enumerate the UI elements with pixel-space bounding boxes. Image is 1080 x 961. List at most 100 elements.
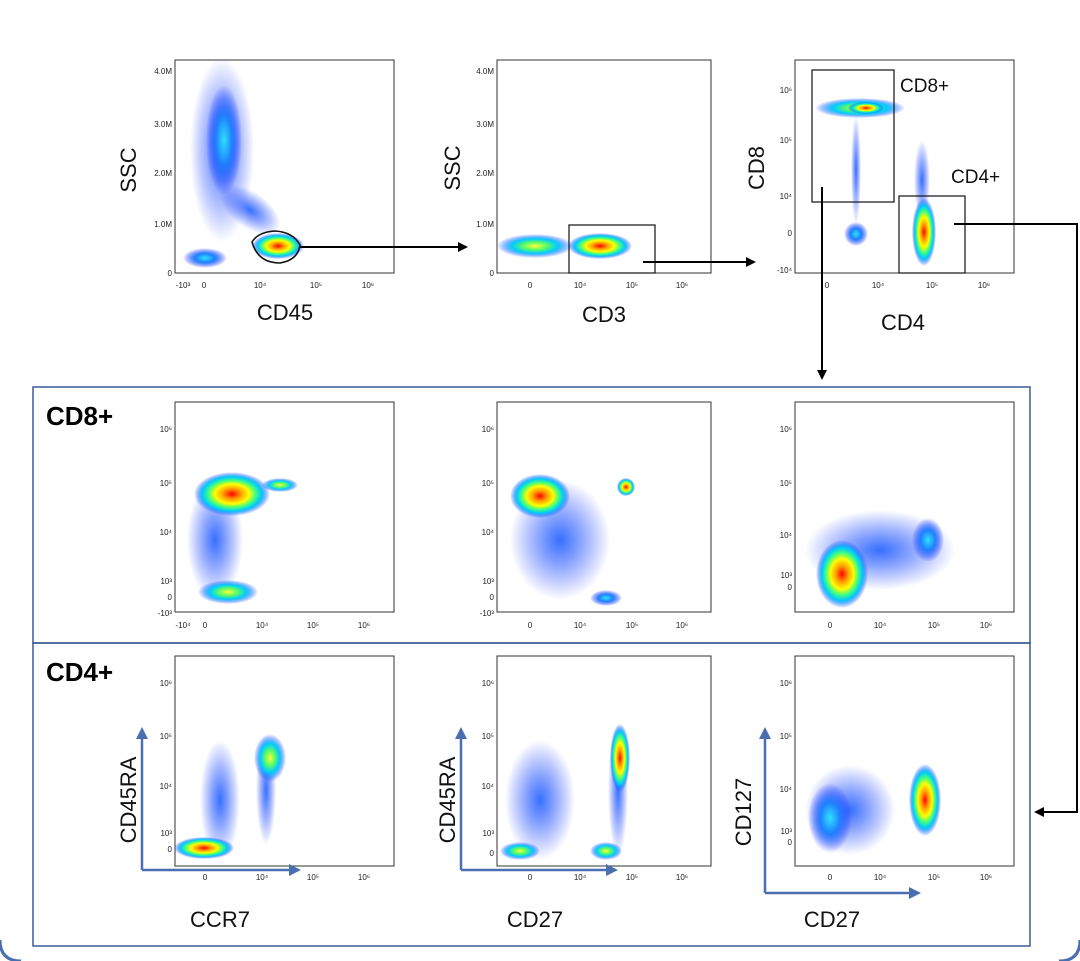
x-tick: 10⁶	[978, 281, 990, 290]
density-blob	[198, 580, 258, 604]
x-tick: 10⁴	[256, 873, 269, 882]
x-tick: 10⁵	[626, 621, 638, 630]
y-tick: 0	[168, 269, 173, 278]
x-axis-label: CD27	[804, 907, 860, 932]
x-tick: 10⁴	[874, 621, 887, 630]
panel-cd45-ssc: 4.0M 3.0M 2.0M 1.0M 0 -10³ 0 10⁴ 10⁵ 10⁶…	[116, 58, 395, 325]
y-tick: 10⁶	[780, 425, 792, 434]
x-tick: -10³	[176, 281, 191, 290]
frame-corner-right	[1058, 939, 1080, 961]
x-tick: 0	[528, 873, 533, 882]
density-blob	[500, 842, 540, 860]
x-tick: 10⁵	[926, 281, 938, 290]
x-tick: 0	[825, 281, 830, 290]
x-tick: 10⁴	[574, 873, 587, 882]
y-tick: 4.0M	[476, 67, 494, 76]
panel-cd8-cd27-cd127: 10⁶ 10⁵ 10⁴ 10³ 0 0 10⁴ 10⁵ 10⁶	[780, 401, 1015, 630]
x-axis-label: CD45	[257, 300, 313, 325]
y-tick: 10³	[780, 827, 792, 836]
y-tick: 10³	[780, 571, 792, 580]
density-blob	[174, 837, 234, 859]
x-tick: 0	[528, 621, 533, 630]
density-blob	[590, 842, 622, 860]
y-tick: 3.0M	[476, 120, 494, 129]
x-tick: 10⁵	[928, 621, 940, 630]
cd4-gate	[898, 195, 966, 274]
density-blob	[510, 474, 570, 518]
cd4-section-title: CD4+	[46, 657, 113, 687]
density-cloud	[183, 58, 304, 268]
y-tick: 10⁶	[160, 679, 172, 688]
y-tick: 10³	[160, 577, 172, 586]
y-tick: 0	[788, 838, 793, 847]
y-tick: 3.0M	[154, 120, 172, 129]
density-cloud	[497, 233, 632, 259]
x-tick: 10⁴	[574, 281, 587, 290]
y-axis-label: CD45RA	[435, 756, 460, 843]
x-tick: 10⁶	[676, 281, 688, 290]
y-tick: 10⁵	[780, 136, 792, 145]
y-axis-label: CD127	[731, 778, 756, 846]
cd4-gate-label: CD4+	[951, 167, 1000, 188]
x-axis-label: CD27	[507, 907, 563, 932]
density-blob	[617, 478, 635, 496]
y-tick: 10⁵	[482, 732, 494, 741]
x-axis-label: CCR7	[190, 907, 250, 932]
y-tick: 10³	[482, 577, 494, 586]
x-axis-label: CD3	[582, 302, 626, 327]
y-tick: 10⁴	[780, 531, 793, 540]
x-tick: 10⁵	[310, 281, 322, 290]
density-blob	[194, 472, 270, 516]
y-tick: -10³	[480, 609, 495, 618]
cd8-gate-label: CD8+	[900, 76, 949, 97]
y-tick: 10⁵	[160, 732, 172, 741]
y-tick: 0	[168, 845, 173, 854]
x-tick: 10⁵	[928, 873, 940, 882]
y-tick: 10⁵	[780, 479, 792, 488]
y-tick: 10⁴	[482, 528, 495, 537]
gate-label-bg	[898, 72, 960, 98]
y-tick: 10⁴	[780, 785, 793, 794]
y-tick: 1.0M	[476, 220, 494, 229]
x-tick: 10⁶	[980, 621, 992, 630]
y-tick: 0	[490, 269, 495, 278]
y-tick: 1.0M	[154, 220, 172, 229]
x-tick: 10⁵	[626, 281, 638, 290]
y-tick: 10⁶	[160, 425, 172, 434]
y-tick: 0	[788, 229, 793, 238]
x-tick: 10⁴	[254, 281, 267, 290]
y-tick: 10⁴	[160, 528, 173, 537]
y-tick: 10⁴	[482, 782, 495, 791]
x-tick: 10⁵	[307, 621, 319, 630]
density-blob	[912, 518, 944, 562]
y-tick: 2.0M	[476, 169, 494, 178]
panel-cd8-ccr7-cd45ra: 10⁶ 10⁵ 10⁴ 10³ 0 -10³ -10⁴ 0 10⁴ 10⁵ 10…	[158, 401, 395, 630]
y-axis-label: CD8	[744, 146, 769, 190]
y-tick: 0	[168, 593, 173, 602]
y-tick: -10⁴	[777, 266, 793, 275]
panel-cd4-cd27-cd127: 10⁶ 10⁵ 10⁴ 10³ 0 0 10⁴ 10⁵ 10⁶ CD127 CD…	[731, 655, 1015, 932]
panel-cd4-cd27-cd45ra: 10⁶ 10⁵ 10⁴ 10³ 0 0 10⁴ 10⁵ 10⁶ CD45RA C…	[435, 655, 712, 932]
y-tick: -10³	[158, 609, 173, 618]
cd8-gate	[811, 69, 895, 203]
y-axis-label: CD45RA	[116, 756, 141, 843]
x-tick: 0	[828, 621, 833, 630]
x-tick: -10⁴	[176, 621, 192, 630]
density-blob	[262, 478, 298, 492]
x-axis-label: CD4	[881, 310, 925, 335]
density-blob	[505, 740, 575, 860]
x-tick: 10⁵	[626, 873, 638, 882]
density-blob	[808, 783, 852, 853]
density-blob	[200, 740, 240, 860]
x-tick: 10⁶	[362, 281, 374, 290]
x-tick: 10⁵	[307, 873, 319, 882]
x-tick: 10⁴	[872, 281, 885, 290]
y-tick: 10⁵	[780, 732, 792, 741]
y-tick: 10³	[482, 829, 494, 838]
arrow-to-cd4-section	[954, 223, 1078, 817]
y-tick: 0	[490, 849, 495, 858]
x-tick: 10⁶	[676, 621, 688, 630]
x-tick: 10⁶	[358, 873, 370, 882]
cd3-gate	[568, 224, 656, 274]
y-tick: 10⁵	[482, 479, 494, 488]
